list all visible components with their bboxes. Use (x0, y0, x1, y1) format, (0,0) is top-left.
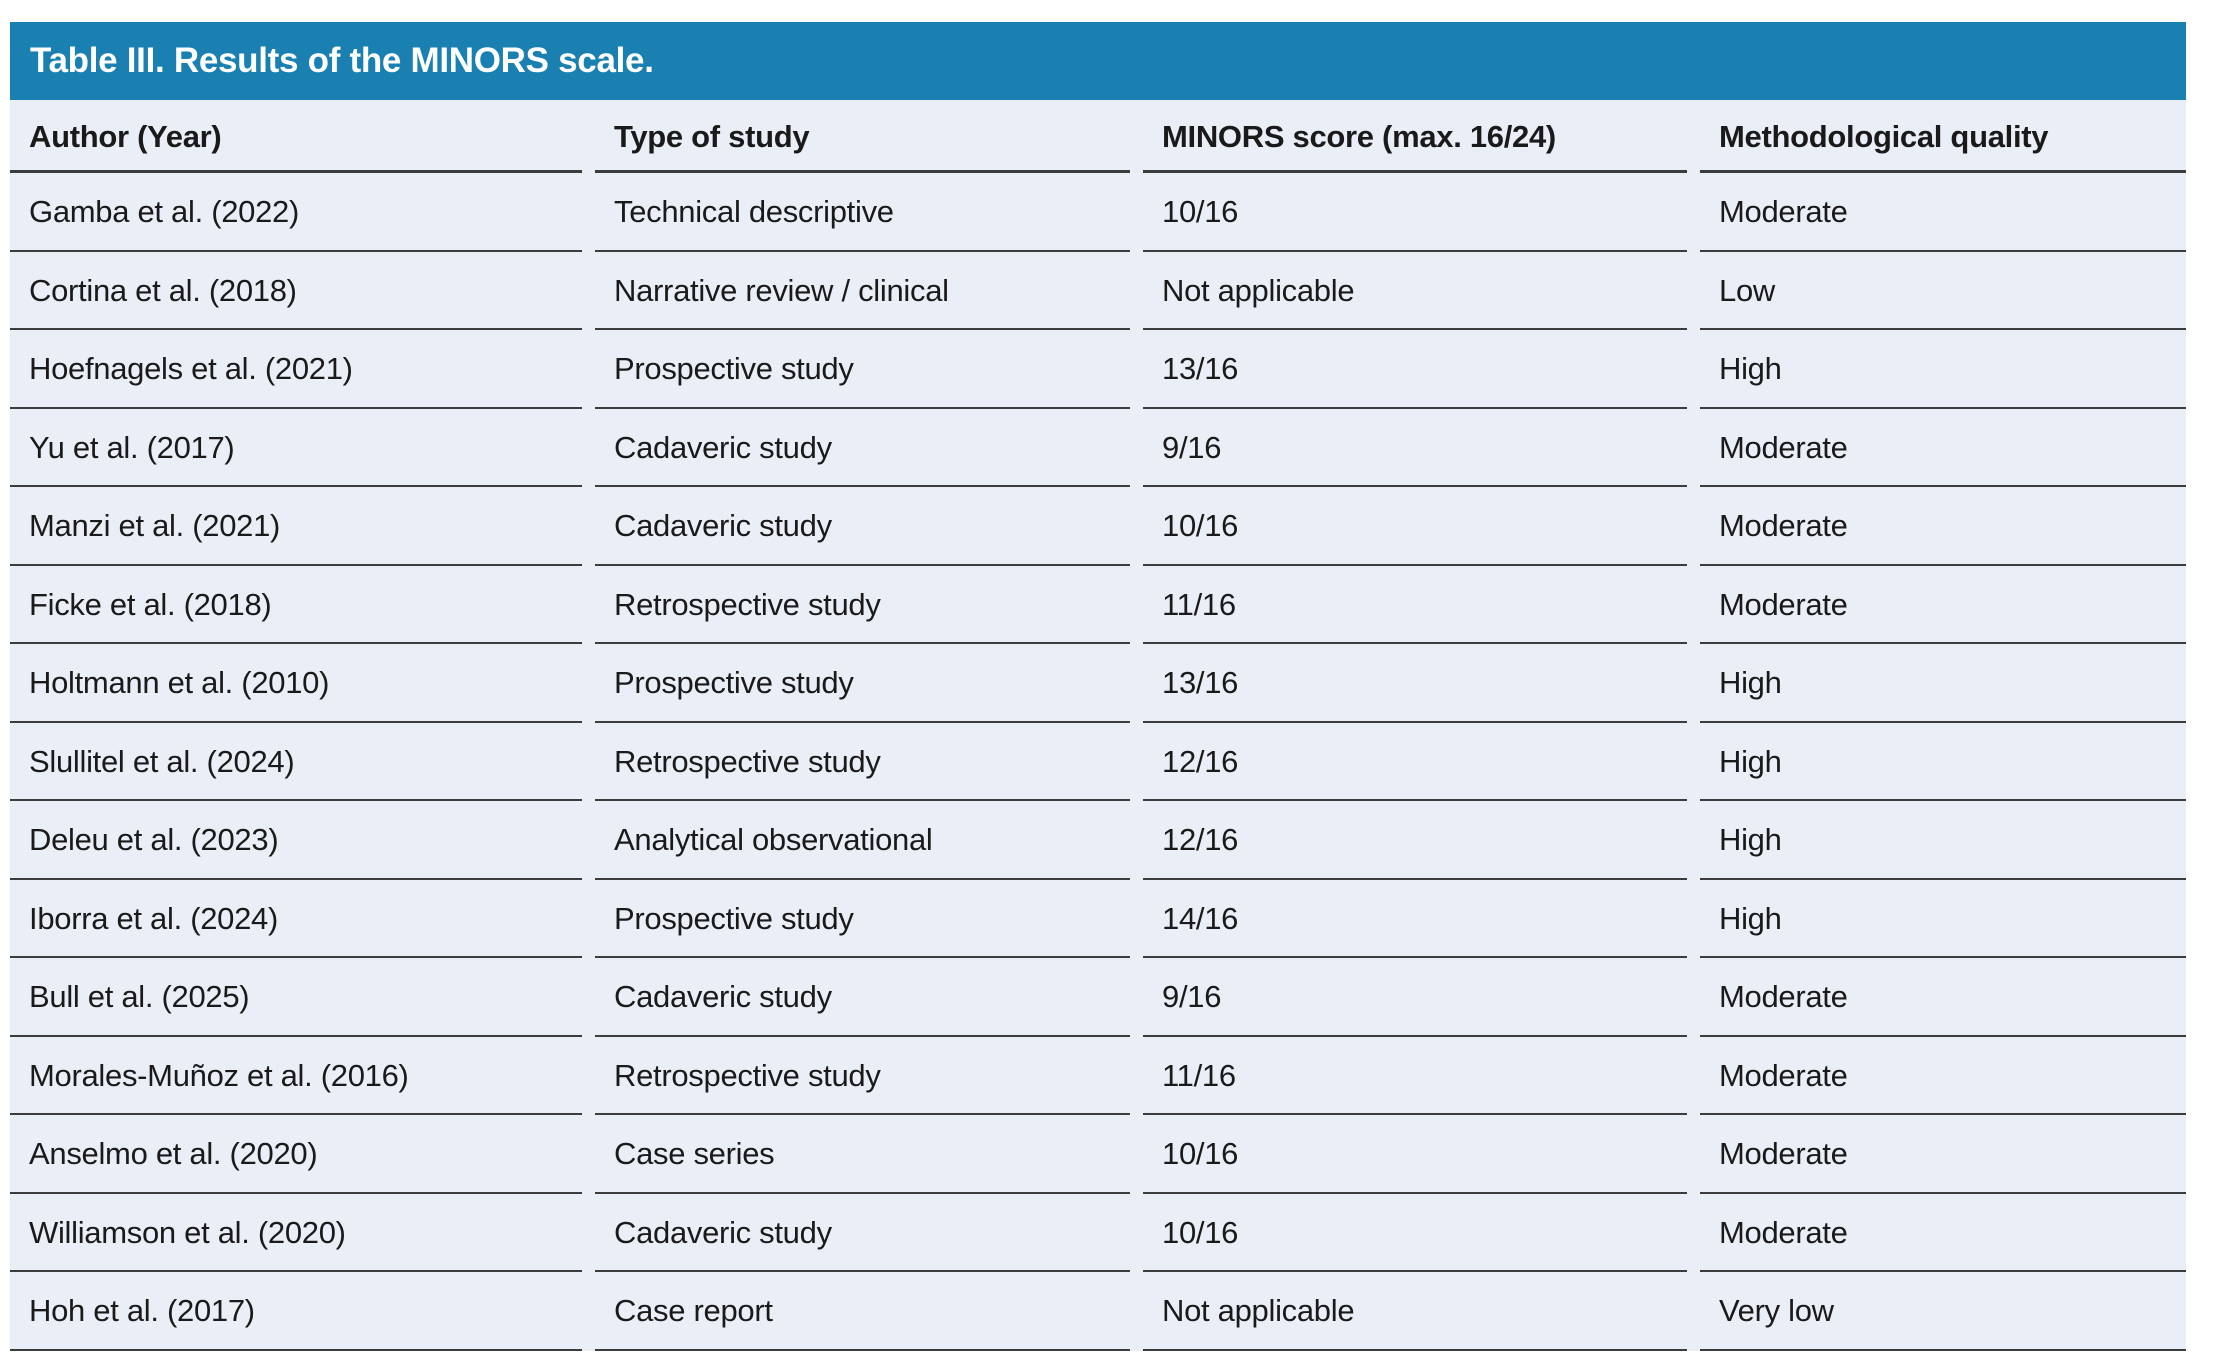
study-type-cell: Prospective study (595, 330, 1143, 409)
author-cell: Bull et al. (2025) (10, 958, 595, 1037)
table-row: Williamson et al. (2020) Cadaveric study 1… (10, 1193, 2186, 1272)
quality-cell: Very low (1700, 1272, 2186, 1351)
table-header: Author (Year) Type of study MINORS score… (10, 100, 2186, 173)
quality-cell: High (1700, 879, 2186, 958)
author-cell: Iborra et al. (2024) (10, 879, 595, 958)
table-row: Iborra et al. (2024) Prospective study 14/… (10, 879, 2186, 958)
author-cell: Hoefnagels et al. (2021) (10, 330, 595, 409)
study-type-cell: Cadaveric study (595, 958, 1143, 1037)
author-cell: Deleu et al. (2023) (10, 801, 595, 880)
table-row: Hoefnagels et al. (2021) Prospective stud… (10, 330, 2186, 409)
col-header-author: Author (Year) (10, 100, 595, 173)
col-header-study-type: Type of study (595, 100, 1143, 173)
study-type-cell: Cadaveric study (595, 408, 1143, 487)
minors-score-cell: 9/16 (1143, 408, 1700, 487)
quality-cell: Moderate (1700, 173, 2186, 252)
study-type-cell: Prospective study (595, 644, 1143, 723)
study-type-cell: Retrospective study (595, 1036, 1143, 1115)
study-type-cell: Analytical observational (595, 801, 1143, 880)
study-type-cell: Cadaveric study (595, 1193, 1143, 1272)
minors-score-cell: 14/16 (1143, 879, 1700, 958)
table-row: Morales-Muñoz et al. (2016) Retrospective… (10, 1036, 2186, 1115)
quality-cell: Moderate (1700, 487, 2186, 566)
study-type-cell: Retrospective study (595, 722, 1143, 801)
author-cell: Hoh et al. (2017) (10, 1272, 595, 1351)
quality-cell: Moderate (1700, 565, 2186, 644)
quality-cell: Moderate (1700, 958, 2186, 1037)
author-cell: Morales-Muñoz et al. (2016) (10, 1036, 595, 1115)
minors-score-cell: 12/16 (1143, 722, 1700, 801)
minors-score-cell: 12/16 (1143, 801, 1700, 880)
minors-table: Author (Year) Type of study MINORS score… (10, 100, 2186, 1351)
minors-score-cell: 10/16 (1143, 1115, 1700, 1194)
minors-table-figure: Table III. Results of the MINORS scale. … (10, 22, 2186, 1351)
table-row: Anselmo et al. (2020) Case series 10/16 Mod… (10, 1115, 2186, 1194)
minors-score-cell: 9/16 (1143, 958, 1700, 1037)
minors-score-cell: Not applicable (1143, 1272, 1700, 1351)
quality-cell: High (1700, 722, 2186, 801)
minors-score-cell: 10/16 (1143, 487, 1700, 566)
minors-score-cell: 10/16 (1143, 1193, 1700, 1272)
table-title: Table III. Results of the MINORS scale. (30, 41, 654, 80)
study-type-cell: Technical descriptive (595, 173, 1143, 252)
author-cell: Yu et al. (2017) (10, 408, 595, 487)
quality-cell: Low (1700, 251, 2186, 330)
table-title-bar: Table III. Results of the MINORS scale. (10, 22, 2186, 100)
minors-score-cell: Not applicable (1143, 251, 1700, 330)
quality-cell: High (1700, 644, 2186, 723)
quality-cell: Moderate (1700, 1115, 2186, 1194)
table-row: Deleu et al. (2023) Analytical observatio… (10, 801, 2186, 880)
author-cell: Cortina et al. (2018) (10, 251, 595, 330)
study-type-cell: Cadaveric study (595, 487, 1143, 566)
table-row: Ficke et al. (2018) Retrospective study 11… (10, 565, 2186, 644)
minors-score-cell: 13/16 (1143, 644, 1700, 723)
quality-cell: High (1700, 330, 2186, 409)
minors-score-cell: 13/16 (1143, 330, 1700, 409)
table-row: Cortina et al. (2018) Narrative review / … (10, 251, 2186, 330)
author-cell: Gamba et al. (2022) (10, 173, 595, 252)
study-type-cell: Case series (595, 1115, 1143, 1194)
table-row: Hoh et al. (2017) Case report Not applicab… (10, 1272, 2186, 1351)
col-header-quality: Methodological quality (1700, 100, 2186, 173)
author-cell: Slullitel et al. (2024) (10, 722, 595, 801)
table-row: Yu et al. (2017) Cadaveric study 9/16 Moder… (10, 408, 2186, 487)
author-cell: Holtmann et al. (2010) (10, 644, 595, 723)
author-cell: Williamson et al. (2020) (10, 1193, 595, 1272)
table-row: Gamba et al. (2022) Technical descriptive… (10, 173, 2186, 252)
study-type-cell: Case report (595, 1272, 1143, 1351)
minors-score-cell: 11/16 (1143, 1036, 1700, 1115)
quality-cell: Moderate (1700, 1193, 2186, 1272)
study-type-cell: Prospective study (595, 879, 1143, 958)
author-cell: Manzi et al. (2021) (10, 487, 595, 566)
study-type-cell: Retrospective study (595, 565, 1143, 644)
quality-cell: High (1700, 801, 2186, 880)
minors-score-cell: 10/16 (1143, 173, 1700, 252)
header-row: Author (Year) Type of study MINORS score… (10, 100, 2186, 173)
quality-cell: Moderate (1700, 1036, 2186, 1115)
table-row: Manzi et al. (2021) Cadaveric study 10/16 M… (10, 487, 2186, 566)
table-body: Gamba et al. (2022) Technical descriptive… (10, 173, 2186, 1351)
table-row: Bull et al. (2025) Cadaveric study 9/16 Mod… (10, 958, 2186, 1037)
col-header-minors-score: MINORS score (max. 16/24) (1143, 100, 1700, 173)
author-cell: Anselmo et al. (2020) (10, 1115, 595, 1194)
quality-cell: Moderate (1700, 408, 2186, 487)
study-type-cell: Narrative review / clinical (595, 251, 1143, 330)
author-cell: Ficke et al. (2018) (10, 565, 595, 644)
table-row: Holtmann et al. (2010) Prospective study 1… (10, 644, 2186, 723)
table-row: Slullitel et al. (2024) Retrospective stu… (10, 722, 2186, 801)
minors-score-cell: 11/16 (1143, 565, 1700, 644)
